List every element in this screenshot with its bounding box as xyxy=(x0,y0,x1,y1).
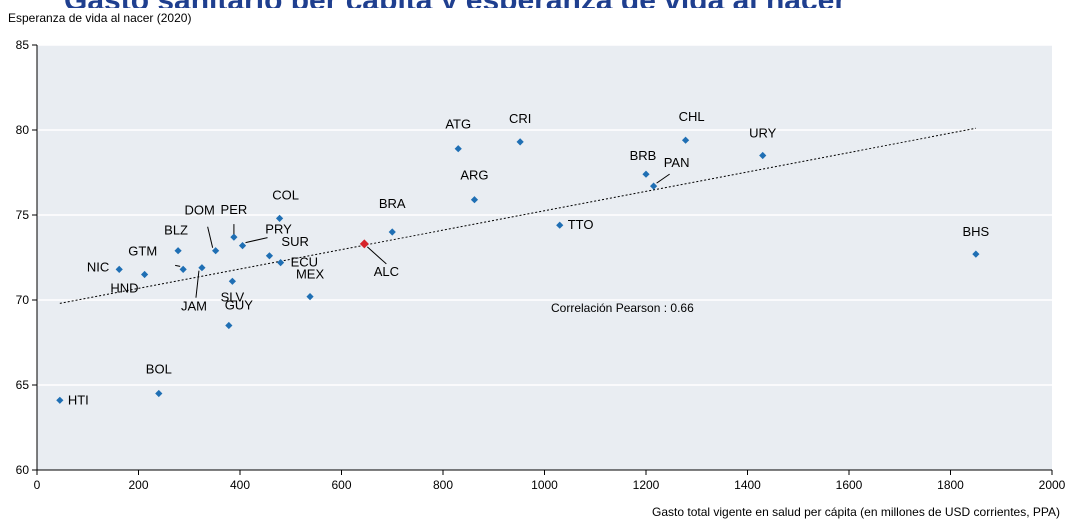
point-label: PER xyxy=(221,202,248,217)
x-tick-label: 1800 xyxy=(937,478,964,492)
leader-line xyxy=(195,270,200,298)
y-tick-label: 85 xyxy=(16,38,30,52)
x-tick-label: 2000 xyxy=(1039,478,1066,492)
x-tick-label: 1600 xyxy=(836,478,863,492)
point-label: TTO xyxy=(568,217,594,232)
point-label: HTI xyxy=(68,392,89,407)
point-label: SLV xyxy=(221,289,245,304)
point-label: HND xyxy=(110,281,138,296)
point-label: BRB xyxy=(630,148,657,163)
data-point xyxy=(115,265,123,273)
point-label: URY xyxy=(749,126,777,141)
leader-line xyxy=(367,246,387,265)
y-axis-label: Esperanza de vida al nacer (2020) xyxy=(8,11,191,25)
point-label: CRI xyxy=(509,111,531,126)
point-label: GTM xyxy=(128,243,157,258)
data-point xyxy=(179,265,187,273)
data-point xyxy=(265,252,274,260)
point-label: MEX xyxy=(296,267,325,282)
x-tick-label: 800 xyxy=(433,478,453,492)
data-point xyxy=(56,396,64,404)
point-label: NIC xyxy=(87,259,109,274)
plot-area xyxy=(37,45,1052,470)
data-point xyxy=(228,277,236,285)
chart-title-clip: Gasto sanitario per cápita y esperanza d… xyxy=(0,0,1067,8)
point-label: PRY xyxy=(265,222,292,237)
x-tick-label: 200 xyxy=(128,478,148,492)
data-point xyxy=(556,221,564,229)
point-label: ECU xyxy=(291,255,318,270)
data-point xyxy=(650,182,658,190)
point-label: COL xyxy=(272,187,299,202)
data-point xyxy=(306,293,314,301)
point-label: BHS xyxy=(963,224,990,239)
trendline-group xyxy=(59,127,976,304)
y-tick-label: 80 xyxy=(16,123,30,137)
point-label: ARG xyxy=(460,168,488,183)
point-label: BLZ xyxy=(164,223,188,238)
trendline xyxy=(59,127,976,304)
point-label: GUY xyxy=(225,298,254,313)
data-point xyxy=(275,214,284,222)
point-label: BOL xyxy=(146,362,172,377)
x-tick-label: 1000 xyxy=(531,478,558,492)
y-tick-label: 60 xyxy=(16,463,30,477)
data-point xyxy=(198,264,206,272)
data-point xyxy=(516,138,524,146)
axes: 60 65 70 75 80 85 0 200 400 600 800 1000 1200 1400 160… xyxy=(16,38,1066,492)
leader-line xyxy=(245,237,268,244)
data-point xyxy=(140,270,149,279)
x-tick-label: 1400 xyxy=(734,478,761,492)
data-point xyxy=(212,247,220,255)
x-axis-label: Gasto total vigente en salud per cápita … xyxy=(652,505,1060,519)
data-point xyxy=(155,389,163,398)
data-point xyxy=(359,239,369,249)
data-point xyxy=(238,242,247,250)
data-point xyxy=(972,250,980,258)
point-label: BRA xyxy=(379,196,406,211)
point-label: ATG xyxy=(445,117,471,132)
x-tick-label: 1200 xyxy=(633,478,660,492)
data-point xyxy=(230,233,238,241)
x-tick-label: 0 xyxy=(34,478,41,492)
data-point xyxy=(454,145,462,153)
grid-lines xyxy=(37,44,1052,386)
x-tick-label: 400 xyxy=(230,478,250,492)
leader-line xyxy=(175,264,181,267)
y-tick-label: 65 xyxy=(16,378,30,392)
point-label: ALC xyxy=(374,264,399,279)
data-point xyxy=(681,136,690,144)
data-point xyxy=(642,170,650,178)
leader-line xyxy=(207,226,214,248)
data-point xyxy=(174,247,182,255)
y-tick-label: 70 xyxy=(16,293,30,307)
data-point xyxy=(388,228,396,236)
point-label: SUR xyxy=(281,234,308,249)
chart-title: Gasto sanitario per cápita y esperanza d… xyxy=(64,0,846,8)
point-label: PAN xyxy=(664,155,690,170)
data-point xyxy=(759,151,767,160)
leader-line xyxy=(656,173,670,184)
x-tick-label: 600 xyxy=(331,478,351,492)
data-point xyxy=(277,259,285,267)
correlation-annotation: Correlación Pearson : 0.66 xyxy=(551,301,694,315)
data-point xyxy=(225,321,233,330)
point-label: DOM xyxy=(184,203,214,218)
y-tick-label: 75 xyxy=(16,208,30,222)
data-point xyxy=(470,196,479,204)
point-label: JAM xyxy=(181,299,207,314)
point-label: CHL xyxy=(679,109,705,124)
